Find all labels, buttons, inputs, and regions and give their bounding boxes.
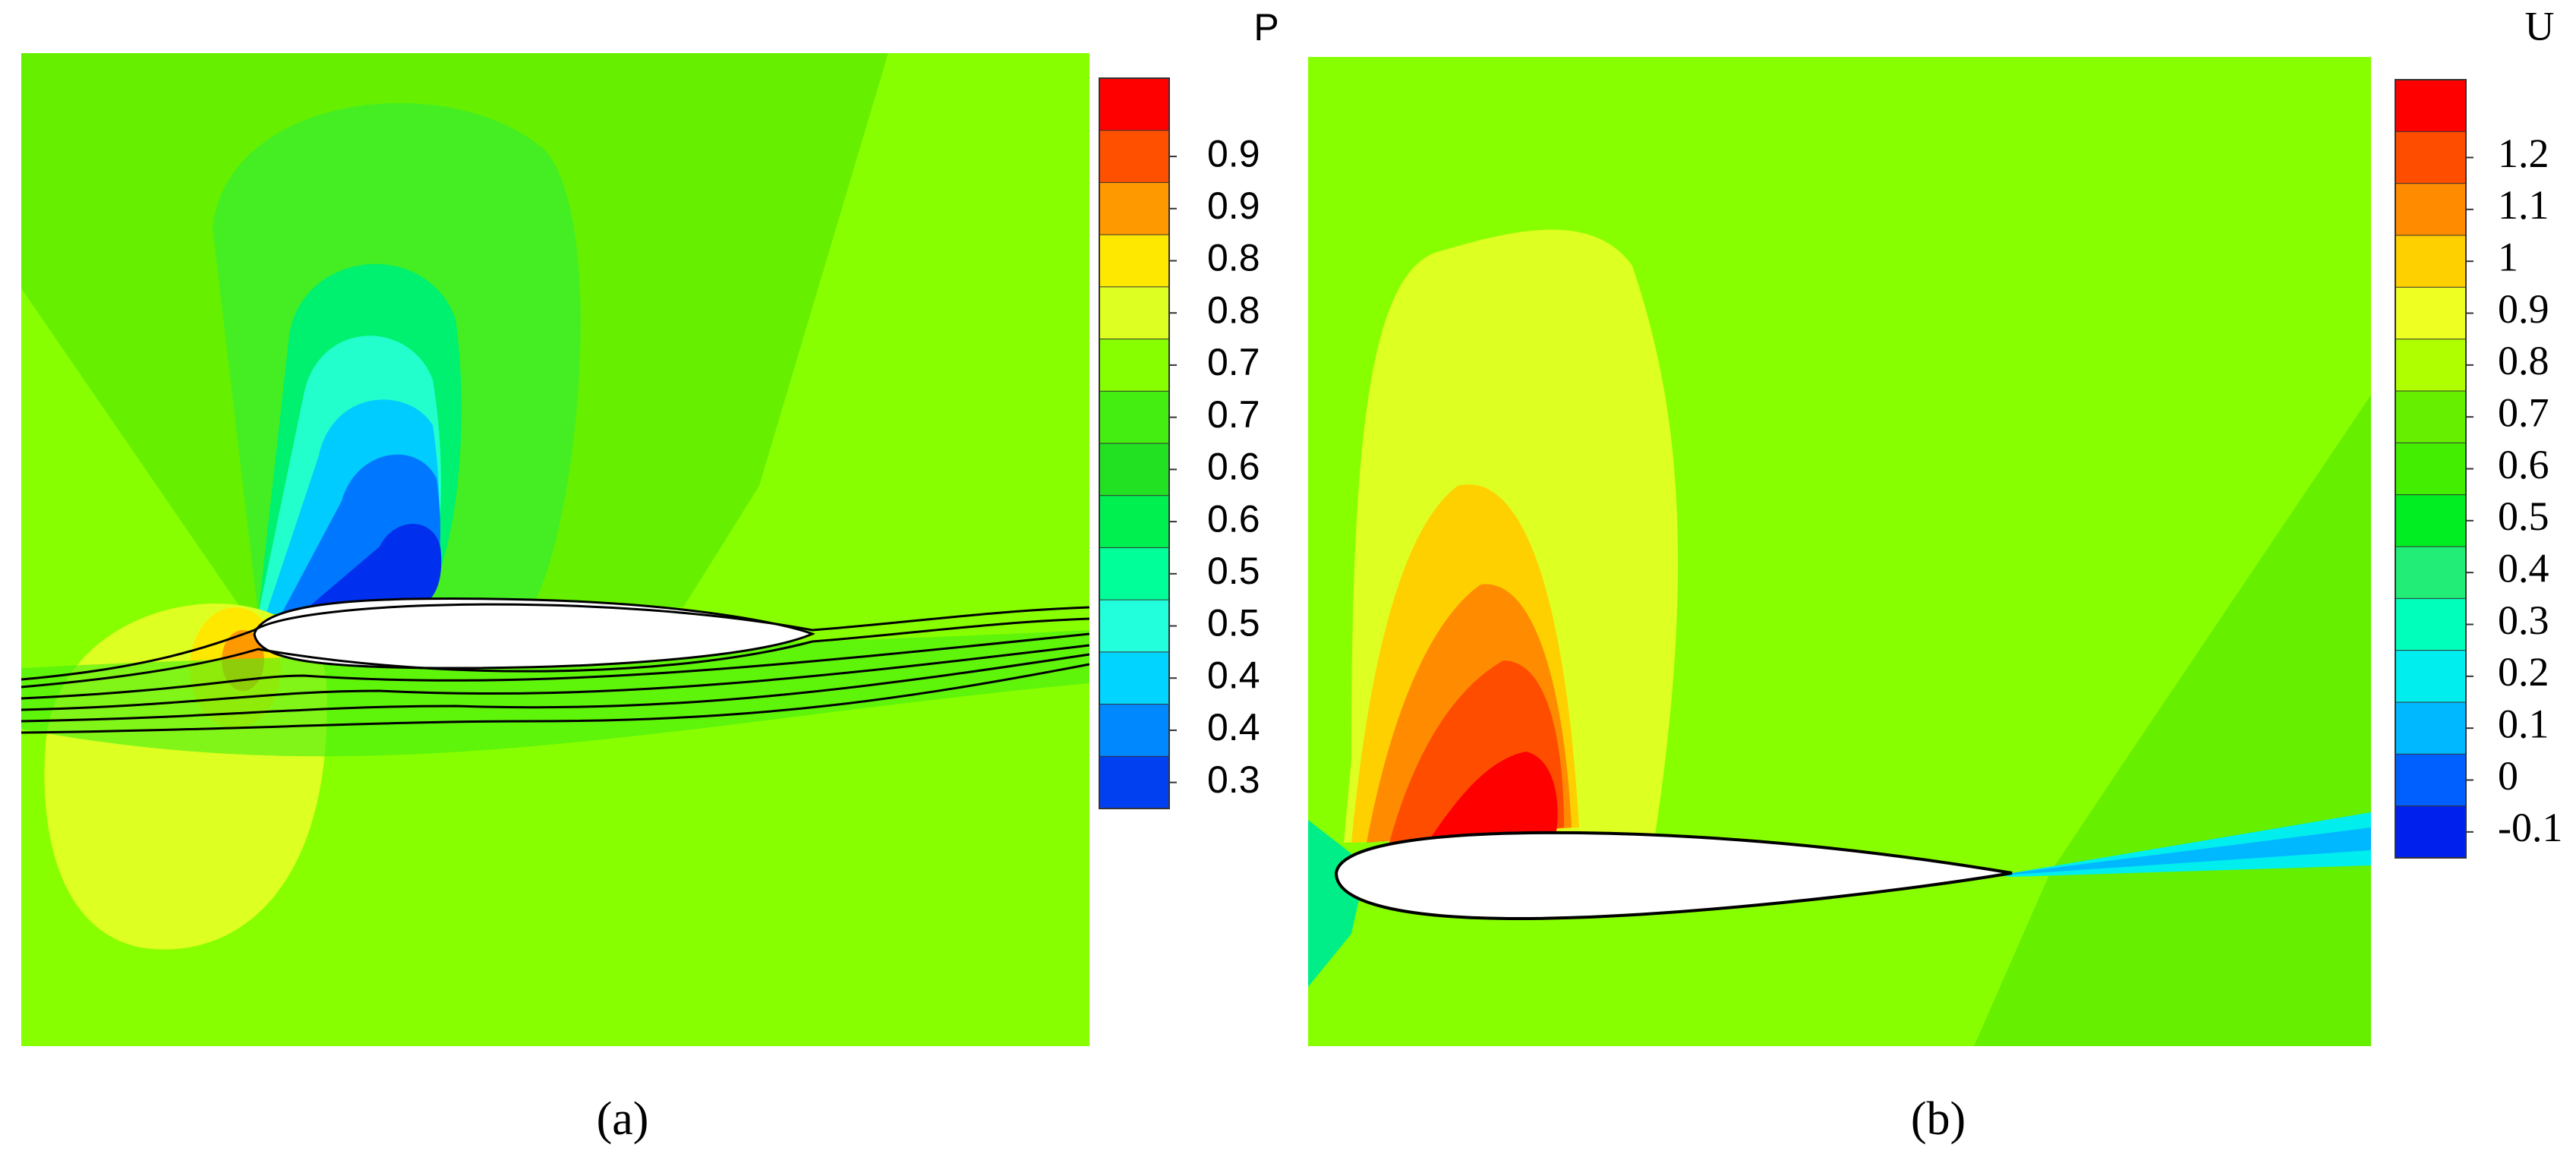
colorbar-band: [2395, 183, 2467, 237]
colorbar-label: 0.8: [1207, 237, 1260, 279]
colorbar-label: 0.4: [1207, 706, 1260, 749]
colorbar-band: [1099, 755, 1170, 809]
colorbar-band: [2395, 546, 2467, 600]
colorbar-label: 0.9: [1207, 132, 1260, 175]
colorbar-band: [2395, 494, 2467, 548]
colorbar-band: [2395, 753, 2467, 807]
colorbar-band: [1099, 286, 1170, 340]
colorbar-band: [2395, 390, 2467, 444]
colorbar-band: [1099, 130, 1170, 184]
colorbar-label: 0.4: [2498, 546, 2549, 591]
colorbar-label: 0.9: [2498, 286, 2549, 332]
colorbar-band: [1099, 495, 1170, 549]
colorbar-label: -0.1: [2498, 805, 2562, 850]
colorbar-band: [2395, 131, 2467, 184]
colorbar-band: [2395, 442, 2467, 496]
colorbar-label: 0.1: [2498, 701, 2549, 747]
colorbar-band: [2395, 286, 2467, 340]
colorbar-label: 0.5: [1207, 602, 1260, 645]
colorbar-title: P: [1253, 6, 1279, 49]
colorbar-title: U: [2525, 3, 2555, 49]
colorbar-band: [1099, 339, 1170, 392]
colorbar-label: 0.3: [2498, 597, 2549, 643]
colorbar-label: 0.7: [1207, 341, 1260, 383]
colorbar-label: 0.7: [1207, 393, 1260, 436]
colorbar-band: [2395, 339, 2467, 392]
colorbar-band: [1099, 181, 1170, 236]
colorbar-band: [2395, 650, 2467, 704]
colorbar-label: 0.8: [1207, 288, 1260, 331]
colorbar-frame: [1099, 77, 1170, 809]
colorbar-band: [1099, 390, 1170, 444]
colorbar-label: 0.7: [2498, 390, 2549, 436]
pressure-field: [20, 53, 1090, 1046]
panel-caption: (a): [597, 1093, 649, 1145]
colorbar-label: 0.5: [1207, 550, 1260, 592]
colorbar-label: 1.1: [2498, 182, 2549, 228]
colorbar-label: 1: [2498, 235, 2518, 280]
colorbar-band: [2395, 805, 2467, 859]
colorbar-band: [1099, 599, 1170, 653]
colorbar-label: 0: [2498, 753, 2518, 799]
colorbar-band: [1099, 651, 1170, 705]
colorbar-band: [1099, 547, 1170, 601]
colorbar-label: 0.6: [1207, 446, 1260, 488]
colorbar-label: 0.8: [2498, 338, 2549, 383]
colorbar-band: [1099, 234, 1170, 288]
colorbar-label: 0.2: [2498, 649, 2549, 695]
colorbar-label: 0.9: [1207, 184, 1260, 227]
panel-caption: (b): [1911, 1093, 1966, 1145]
colorbar-band: [1099, 443, 1170, 496]
colorbar-label: 0.5: [2498, 493, 2549, 539]
colorbar-label: 0.4: [1207, 654, 1260, 696]
velocity-field: [1308, 57, 2371, 1046]
colorbar-band: [2395, 235, 2467, 288]
colorbar-label: 1.2: [2498, 131, 2549, 176]
colorbar-band: [1099, 704, 1170, 758]
colorbar-band: [2395, 701, 2467, 755]
colorbar-label: 0.6: [2498, 442, 2549, 487]
colorbar-label: 0.3: [1207, 758, 1260, 801]
colorbar-label: 0.6: [1207, 497, 1260, 540]
colorbar-band: [2395, 597, 2467, 651]
